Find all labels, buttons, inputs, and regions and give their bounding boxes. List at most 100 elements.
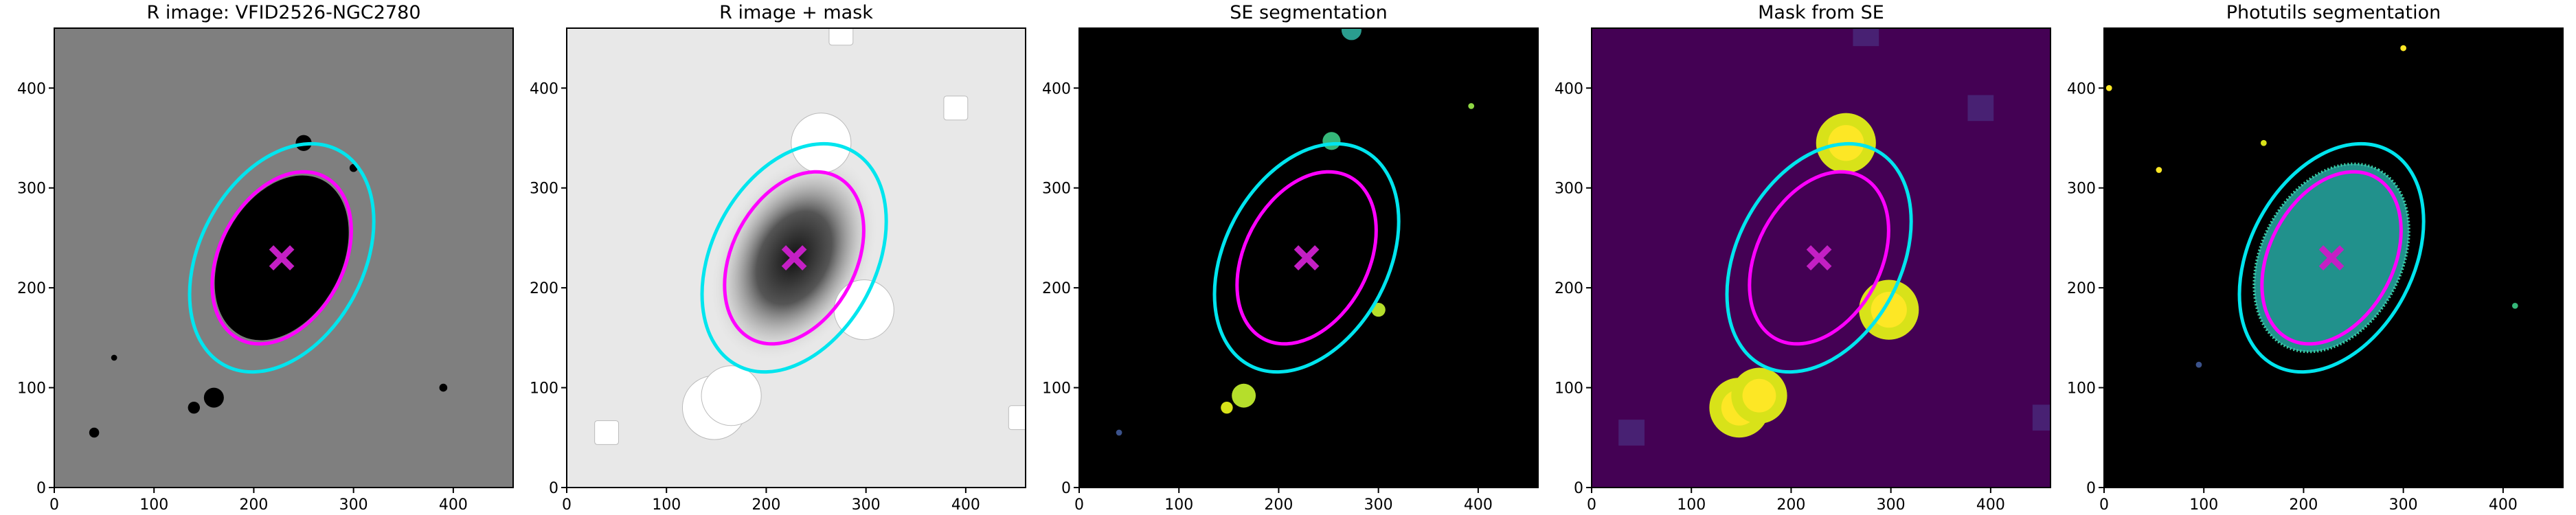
y-tick-label: 100: [1555, 380, 1583, 398]
mask-region: [594, 420, 620, 445]
panel-title: Photutils segmentation: [2226, 2, 2441, 23]
y-tick-label: 200: [17, 280, 46, 297]
mask-region: [943, 95, 969, 121]
image: [567, 28, 1026, 488]
y-tick-label: 100: [17, 380, 46, 398]
y-tick-label: 300: [1042, 181, 1071, 198]
panel-title: Mask from SE: [1758, 2, 1884, 23]
segment: [2400, 45, 2407, 52]
image: [2104, 28, 2563, 488]
axes-frame: [2103, 27, 2564, 488]
y-tick-label: 100: [1042, 380, 1071, 398]
y-tick-label: 300: [1555, 181, 1583, 198]
segment: [1221, 401, 1233, 414]
aperture-ellipse: [2237, 141, 2426, 374]
mask-region: [1742, 378, 1776, 413]
x-tick-label: 100: [1677, 496, 1706, 514]
panel: R image: VFID2526-NGC2780 0 100 200 300 400 0 1…: [17, 2, 514, 514]
panel-title: SE segmentation: [1230, 2, 1387, 23]
x-tick-label: 0: [1587, 496, 1596, 514]
x-tick-label: 200: [752, 496, 780, 514]
aperture-ellipse: [1212, 141, 1401, 374]
y-tick-label: 0: [1574, 480, 1583, 497]
mask-region: [701, 365, 762, 426]
y-tick-label: 200: [2067, 280, 2096, 297]
segment: [2105, 84, 2112, 91]
y-tick-label: 300: [17, 181, 46, 198]
y-tick-label: 400: [1042, 80, 1071, 98]
star: [203, 387, 224, 408]
segment: [2156, 167, 2162, 173]
mask-region: [1853, 28, 1879, 47]
aperture-ellipse: [723, 170, 866, 346]
aperture-ellipse: [1725, 141, 1913, 374]
segment: [1468, 103, 1475, 109]
aperture-ellipse: [2260, 170, 2403, 346]
x-tick-label: 200: [2289, 496, 2318, 514]
panel: Mask from SE 0 100 200 300 400 0 100 200 300 400: [1555, 2, 2051, 514]
panel-title: R image + mask: [719, 2, 873, 23]
panel: R image + mask 0 100 200 300 400 0 100 200 300 400: [530, 2, 1026, 514]
mask-region: [2032, 404, 2050, 431]
x-tick-label: 400: [951, 496, 980, 514]
y-tick-label: 0: [549, 480, 558, 497]
x-tick-label: 300: [1877, 496, 1906, 514]
star: [89, 427, 100, 438]
star: [111, 354, 117, 361]
segment: [2195, 361, 2202, 368]
x-tick-label: 400: [1464, 496, 1493, 514]
y-tick-label: 100: [530, 380, 558, 398]
image: [1079, 28, 1538, 488]
mask-region: [828, 28, 854, 46]
x-tick-label: 0: [1074, 496, 1084, 514]
y-tick-label: 0: [1061, 480, 1071, 497]
x-tick-label: 300: [852, 496, 881, 514]
center-marker: [2318, 245, 2345, 271]
x-tick-label: 400: [439, 496, 468, 514]
star: [439, 383, 448, 392]
y-tick-label: 200: [1555, 280, 1583, 297]
x-tick-label: 100: [139, 496, 168, 514]
mask-region: [1871, 291, 1907, 328]
panel: SE segmentation 0 100 200 300 400 0 100 200 300 40…: [1042, 2, 1539, 514]
x-tick-label: 0: [49, 496, 59, 514]
segment: [1116, 429, 1122, 436]
x-tick-label: 0: [562, 496, 572, 514]
y-tick-label: 200: [530, 280, 558, 297]
center-marker: [781, 245, 807, 271]
x-tick-label: 400: [2489, 496, 2518, 514]
mask-region: [1618, 420, 1645, 446]
x-tick-label: 300: [2389, 496, 2418, 514]
y-tick-label: 300: [530, 181, 558, 198]
x-tick-label: 200: [239, 496, 268, 514]
x-tick-label: 100: [2189, 496, 2218, 514]
x-tick-label: 0: [2099, 496, 2109, 514]
y-tick-label: 400: [530, 80, 558, 98]
y-tick-label: 0: [36, 480, 46, 497]
panel-title: R image: VFID2526-NGC2780: [146, 2, 420, 23]
axes-frame: [54, 27, 514, 488]
axes-frame: [1078, 27, 1539, 488]
aperture-ellipse: [188, 141, 376, 374]
segment: [2511, 302, 2518, 309]
image: [54, 28, 513, 488]
axes-frame: [566, 27, 1026, 488]
center-marker: [269, 245, 295, 271]
mask-region: [1008, 405, 1026, 431]
x-tick-label: 200: [1776, 496, 1805, 514]
x-tick-label: 300: [339, 496, 368, 514]
x-tick-label: 100: [652, 496, 681, 514]
aperture-ellipse: [700, 141, 888, 374]
x-tick-label: 200: [1264, 496, 1293, 514]
x-tick-label: 300: [1364, 496, 1393, 514]
axes-frame: [1591, 27, 2051, 488]
segment: [1322, 132, 1341, 150]
segment: [1341, 28, 1362, 41]
x-tick-label: 400: [1976, 496, 2005, 514]
aperture-ellipse: [1748, 170, 1890, 346]
y-tick-label: 0: [2086, 480, 2096, 497]
segment: [1232, 383, 1256, 408]
y-tick-label: 100: [2067, 380, 2096, 398]
y-tick-label: 400: [17, 80, 46, 98]
